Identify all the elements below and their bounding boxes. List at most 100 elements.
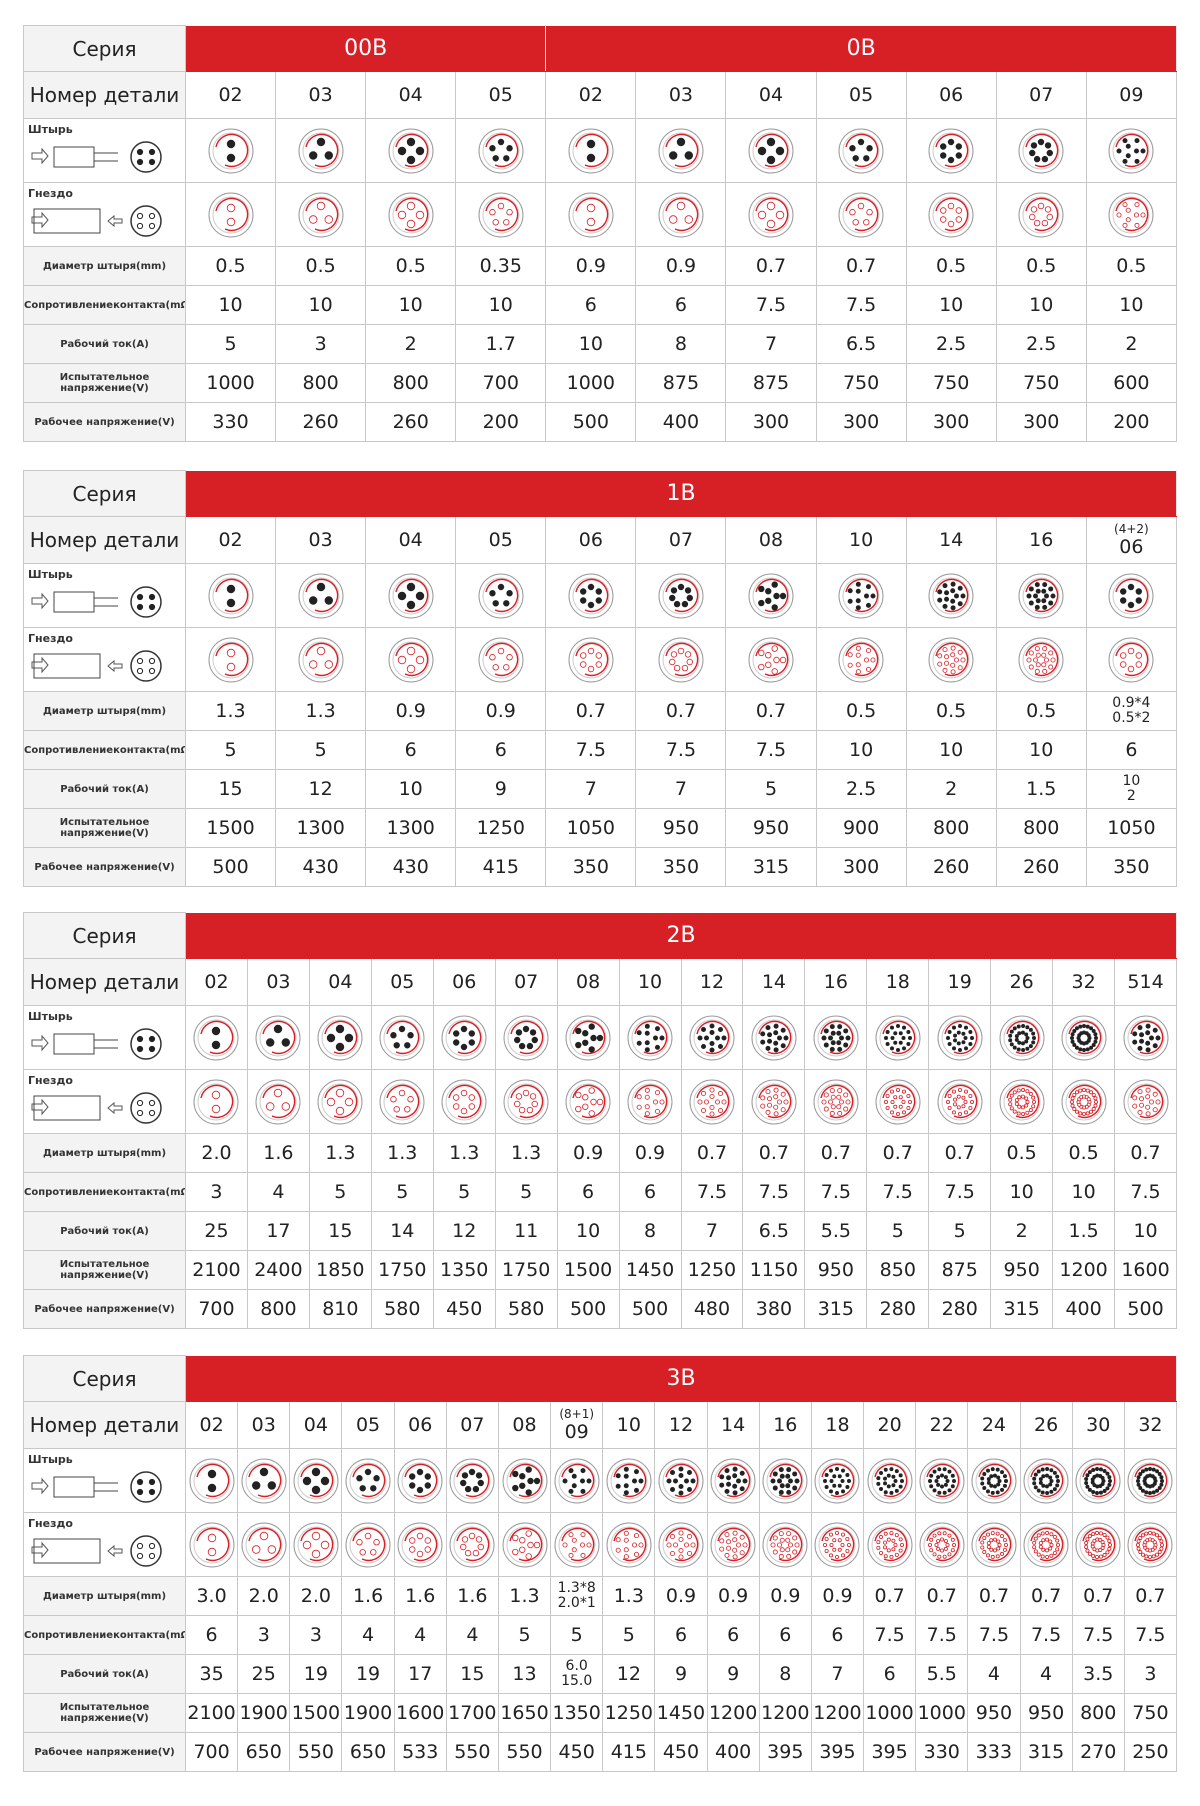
icon-part: [950, 1547, 955, 1552]
icon-part: [866, 583, 872, 589]
icon-part: [982, 1485, 987, 1490]
icon-part: [849, 208, 856, 215]
part-number: 08: [725, 516, 817, 564]
icon-part: [148, 603, 156, 611]
icon-part: [780, 1473, 786, 1479]
icon-part: [572, 132, 610, 169]
icon-part: [1148, 1466, 1153, 1471]
icon-part: [33, 653, 101, 679]
icon-part: [633, 1468, 639, 1474]
part-number: 05: [815, 71, 907, 119]
spec-value: 1.3: [602, 1576, 656, 1616]
icon-part: [1041, 1483, 1046, 1488]
icon-part: [1031, 1099, 1036, 1104]
icon: [928, 637, 974, 682]
spec-value: 1300: [365, 808, 457, 848]
pin-icon-cell: [455, 563, 547, 628]
pin-icon-cell: [432, 1005, 496, 1070]
icon-part: [510, 1020, 544, 1054]
spec-value: 0.7: [1019, 1576, 1073, 1616]
icon-part: [673, 600, 681, 607]
icon: [710, 1522, 756, 1567]
icon-part: [1088, 1551, 1093, 1556]
spec-value: 1200: [758, 1693, 812, 1733]
icon-part: [961, 1103, 966, 1108]
icon-part: [842, 577, 880, 614]
icon-part: [717, 1463, 751, 1497]
icon-part: [681, 600, 689, 607]
icon-part: [1148, 1554, 1153, 1559]
part-number: 07: [445, 1401, 499, 1449]
icon-part: [336, 1042, 345, 1051]
spec-value: 0.5: [365, 246, 457, 286]
icon-part: [1030, 1095, 1035, 1100]
icon-part: [843, 1091, 849, 1097]
icon-part: [717, 1107, 723, 1113]
spec-value: 7.5: [967, 1615, 1021, 1655]
icon-part: [766, 201, 776, 210]
icon-part: [963, 1045, 968, 1050]
icon: [568, 192, 614, 237]
icon-part: [1048, 1482, 1053, 1487]
icon-part: [506, 144, 513, 151]
icon-part: [304, 642, 338, 676]
icon-part: [633, 1532, 639, 1538]
icon-part: [864, 657, 870, 662]
icon-part: [1128, 647, 1135, 654]
icon-part: [1148, 1099, 1154, 1104]
spec-value: 580: [494, 1289, 558, 1329]
icon-part: [855, 661, 861, 667]
icon-part: [311, 1467, 321, 1476]
spec-value: 6: [654, 1615, 708, 1655]
spec-value: 0.7: [742, 1133, 806, 1173]
icon-part: [316, 646, 325, 655]
icon-part: [1120, 596, 1127, 604]
icon-part: [980, 1476, 985, 1481]
spec-value: 260: [905, 847, 997, 887]
icon-part: [1020, 1111, 1025, 1116]
icon-part: [841, 1468, 846, 1473]
icon-part: [349, 1462, 387, 1499]
icon-part: [267, 1480, 276, 1490]
icon-part: [1138, 1102, 1144, 1108]
icon-part: [586, 217, 596, 226]
icon-part: [841, 1552, 846, 1557]
socket-icon-cell: [455, 627, 547, 692]
icon: [928, 573, 974, 618]
spec-value: 315: [990, 1289, 1054, 1329]
icon: [813, 1015, 859, 1060]
socket-icon-cell: [758, 1512, 812, 1577]
icon-part: [588, 1086, 596, 1094]
icon-part: [359, 1484, 366, 1491]
icon-part: [717, 1090, 723, 1096]
spec-value: 1500: [556, 1250, 620, 1290]
icon-part: [1102, 1532, 1107, 1537]
icon-part: [1016, 1047, 1021, 1052]
icon: [1023, 1458, 1069, 1503]
icon-part: [677, 647, 685, 654]
icon-part: [586, 139, 596, 148]
spec-value: 5.5: [915, 1654, 969, 1694]
icon-part: [610, 1526, 648, 1563]
pin-icon-cell: [815, 118, 907, 183]
part-value: 08: [758, 529, 784, 551]
icon-part: [33, 1538, 101, 1564]
icon-part: [308, 214, 318, 224]
part-label: Номер детали: [23, 71, 186, 119]
icon-part: [709, 1029, 715, 1035]
icon: [838, 128, 884, 173]
icon: [1018, 573, 1064, 618]
icon: [554, 1458, 600, 1503]
spec-value: 7: [680, 1211, 744, 1251]
icon: [838, 573, 884, 618]
icon-part: [415, 146, 424, 155]
part-number: 16: [804, 958, 868, 1006]
icon-part: [837, 1087, 843, 1093]
icon-part: [485, 197, 519, 231]
spec-value: 5: [497, 1615, 552, 1655]
icon-part: [148, 212, 156, 220]
icon-part: [1077, 1024, 1082, 1029]
icon-part: [773, 1093, 779, 1099]
icon-part: [401, 1462, 439, 1499]
spec-value: 0.5: [275, 246, 367, 286]
